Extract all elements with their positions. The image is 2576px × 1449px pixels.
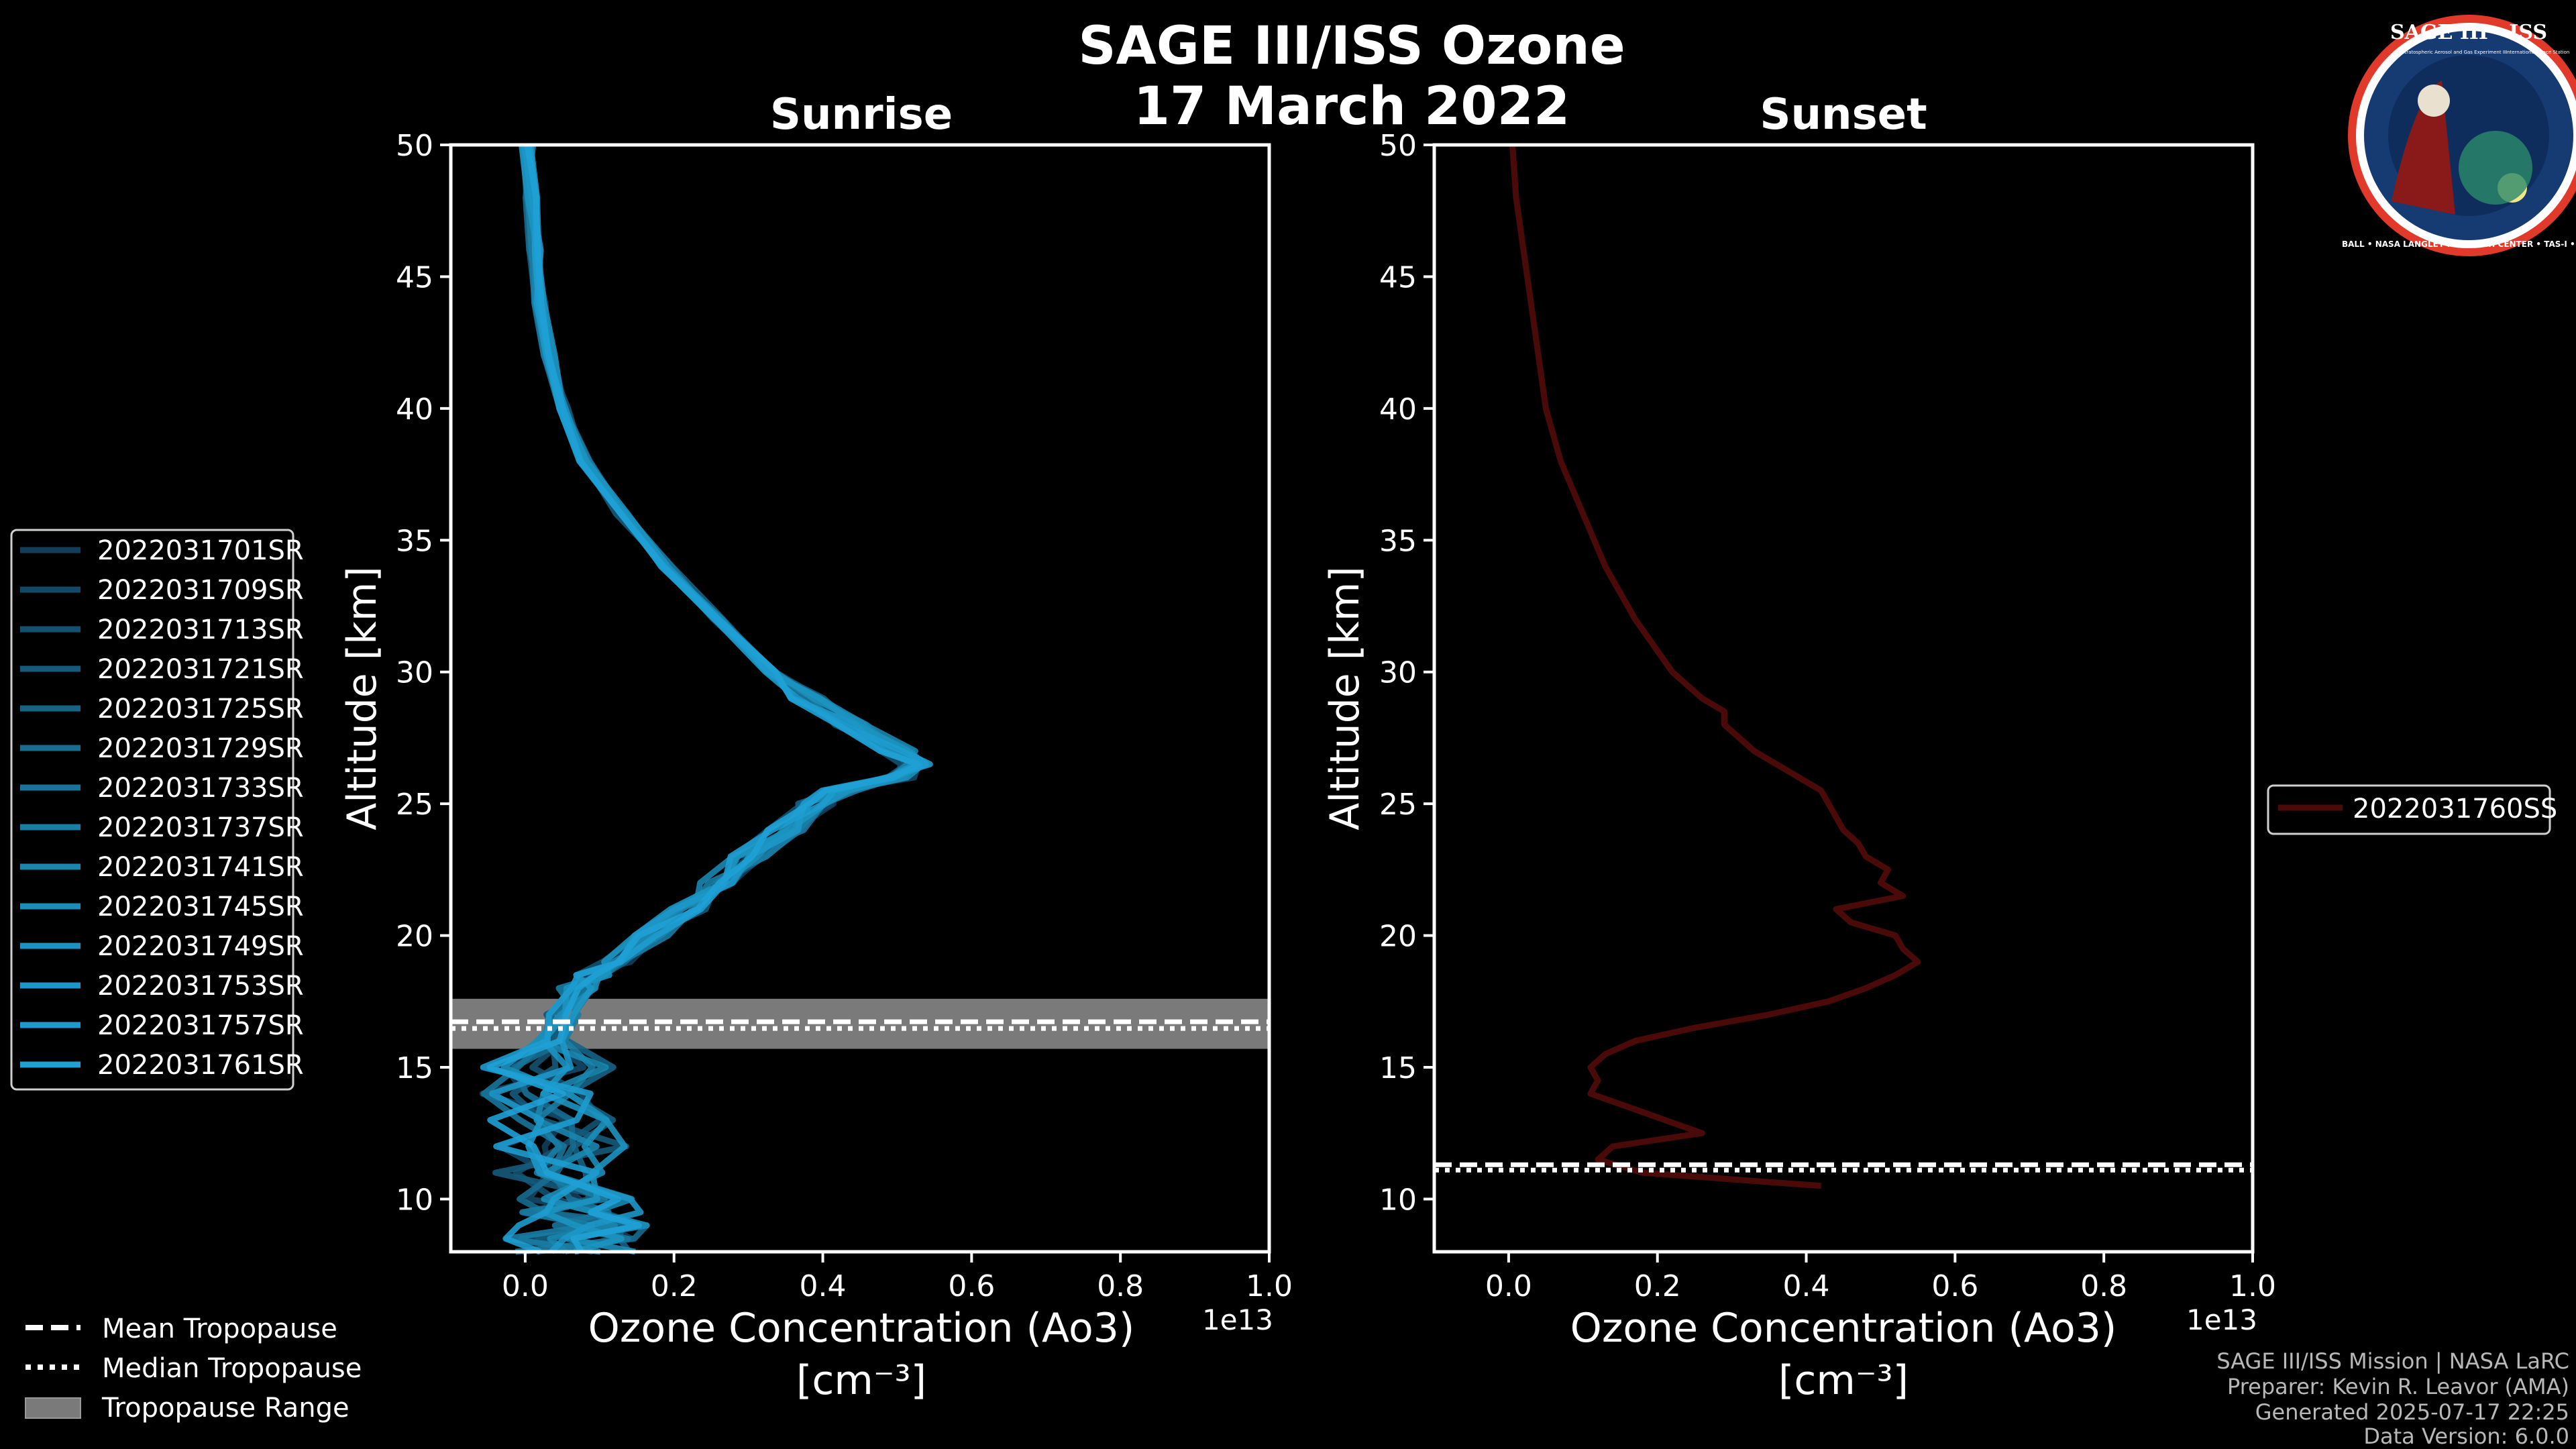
sunset-ylabel: Altitude [km] — [1322, 566, 1368, 830]
footer-line3: Generated 2025-07-17 22:25 — [2255, 1399, 2569, 1425]
sunrise-legend-label-2022031733SR: 2022031733SR — [97, 773, 304, 804]
sunrise-xlabel-units: [cm⁻³] — [796, 1357, 926, 1404]
sunrise-ylabel: Altitude [km] — [339, 566, 386, 830]
sunrise-legend-label-2022031749SR: 2022031749SR — [97, 931, 304, 962]
sunrise-offset-label: 1e13 — [1202, 1303, 1273, 1336]
sunset-legend-label: 2022031760SS — [2353, 794, 2557, 824]
tropopause-range-swatch — [25, 1397, 81, 1419]
sunrise-ytick-label: 40 — [396, 392, 433, 427]
sunset-legend-frame — [2267, 784, 2551, 835]
sunset-xtick-label: 0.0 — [1485, 1269, 1532, 1303]
sunrise-series-layer — [479, 144, 933, 1255]
sunrise-legend-label-2022031713SR: 2022031713SR — [97, 614, 304, 645]
sunrise-xtick-label: 0.8 — [1097, 1269, 1144, 1303]
sunset-offset-label: 1e13 — [2186, 1303, 2257, 1336]
logo-ring-text: BALL • NASA LANGLEY RESEARCH CENTER • TA… — [2342, 239, 2576, 249]
sunset-ytick-label: 20 — [1379, 920, 1417, 954]
sunset-xlabel-units: [cm⁻³] — [1778, 1357, 1909, 1404]
sunrise-legend-label-2022031729SR: 2022031729SR — [97, 733, 304, 764]
sunrise-legend-label-2022031721SR: 2022031721SR — [97, 654, 304, 685]
footer-line4: Data Version: 6.0.0 — [2363, 1424, 2569, 1449]
sunset-ytick-label: 30 — [1379, 656, 1417, 690]
sunrise-ytick-label: 20 — [396, 920, 433, 954]
sunrise-plot-area — [449, 143, 1271, 1254]
sunset-plot-area — [1432, 143, 2255, 1254]
sunrise-xtick-label: 0.2 — [651, 1269, 698, 1303]
logo-name: SAGE III · ISS — [2390, 21, 2547, 44]
sunrise-ytick-label: 10 — [396, 1183, 433, 1217]
logo-subtitle-right: International Space Station — [2506, 50, 2569, 55]
sunset-axes: 10 15 20 25 30 35 40 45 50 0.0 0.2 0.4 0.6 0.8 1.0 — [1379, 129, 2276, 1303]
sunrise-legend-frame — [10, 529, 294, 1091]
sunset-series-2022031760SS — [1509, 144, 1921, 1189]
sunset-ytick-label: 45 — [1379, 260, 1417, 294]
sunrise-ytick-label: 30 — [396, 656, 433, 690]
sunrise-xtick-label: 0.4 — [800, 1269, 847, 1303]
sunrise-legend-label-2022031757SR: 2022031757SR — [97, 1010, 304, 1041]
sunrise-xtick-label: 0.6 — [948, 1269, 995, 1303]
sunset-series-layer — [1509, 144, 1921, 1189]
sunset-ytick-label: 35 — [1379, 524, 1417, 558]
sunrise-axes: 10 15 20 25 30 35 40 45 50 0.0 0.2 0.4 0.6 0.8 1.0 — [396, 129, 1293, 1303]
sunrise-legend-label-2022031725SR: 2022031725SR — [97, 694, 304, 724]
sunset-legend: 2022031760SS — [2267, 784, 2557, 835]
sunrise-ytick-label: 45 — [396, 260, 433, 294]
sunset-ytick-label: 40 — [1379, 392, 1417, 427]
sunset-ytick-label: 15 — [1379, 1051, 1417, 1085]
median-tropopause-label: Median Tropopause — [102, 1353, 362, 1384]
sunset-tropopause-lines — [1434, 1162, 2253, 1173]
sunset-xtick-label: 0.4 — [1783, 1269, 1830, 1303]
footer-line1: SAGE III/ISS Mission | NASA LaRC — [2216, 1348, 2569, 1374]
sunrise-legend-label-2022031701SR: 2022031701SR — [97, 535, 304, 566]
sunrise-legend-label-2022031745SR: 2022031745SR — [97, 892, 304, 922]
sage-mission-logo: SAGE III · ISS Stratospheric Aerosol and… — [2342, 15, 2576, 256]
footer-line2: Preparer: Kevin R. Leavor (AMA) — [2227, 1374, 2569, 1399]
sunrise-legend-label-2022031761SR: 2022031761SR — [97, 1050, 304, 1081]
mean-tropopause-label: Mean Tropopause — [102, 1313, 337, 1344]
sunrise-legend-label-2022031709SR: 2022031709SR — [97, 575, 304, 606]
sunrise-series-2022031761SR — [486, 144, 922, 1254]
figure-title-line1: SAGE III/ISS Ozone — [1078, 16, 1625, 76]
sunset-ytick-label: 25 — [1379, 788, 1417, 822]
sunset-panel: 10 15 20 25 30 35 40 45 50 0.0 0.2 0.4 0.6 0.8 1.0 Ozo… — [1322, 129, 2276, 1404]
sunrise-ytick-label: 15 — [396, 1051, 433, 1085]
sunrise-tropopause-lines — [451, 1019, 1269, 1031]
sunset-xtick-label: 0.2 — [1634, 1269, 1681, 1303]
footer-credits: SAGE III/ISS Mission | NASA LaRC Prepare… — [2216, 1348, 2569, 1449]
sunrise-ytick-label: 25 — [396, 788, 433, 822]
sunrise-legend: 2022031701SR 2022031709SR 2022031713SR 2022… — [10, 529, 304, 1091]
sunrise-xtick-label: 0.0 — [502, 1269, 549, 1303]
logo-subtitle-left: Stratospheric Aerosol and Gas Experiment… — [2402, 50, 2507, 55]
tropopause-legend: Mean Tropopause Median Tropopause Tropop… — [25, 1313, 362, 1424]
sunrise-panel-title: Sunrise — [770, 90, 953, 140]
sunrise-xlabel: Ozone Concentration (Ao3) — [588, 1305, 1135, 1352]
figure-title-line2: 17 March 2022 — [1134, 76, 1570, 137]
sunset-xtick-label: 0.8 — [2080, 1269, 2127, 1303]
sunrise-xtick-label: 1.0 — [1246, 1269, 1293, 1303]
sunset-xtick-label: 1.0 — [2229, 1269, 2276, 1303]
sunrise-ytick-label: 35 — [396, 524, 433, 558]
sunset-panel-title: Sunset — [1760, 90, 1927, 140]
sunset-ytick-label: 50 — [1379, 129, 1417, 163]
sunrise-ytick-label: 50 — [396, 129, 433, 163]
tropopause-range-label: Tropopause Range — [101, 1393, 350, 1424]
sunset-ytick-label: 10 — [1379, 1183, 1417, 1217]
sunrise-legend-label-2022031753SR: 2022031753SR — [97, 971, 304, 1002]
sunrise-panel: 10 15 20 25 30 35 40 45 50 0.0 0.2 0.4 0.6 0.8 1.0 Ozo… — [339, 129, 1293, 1404]
sunset-xlabel: Ozone Concentration (Ao3) — [1570, 1305, 2117, 1352]
sunset-xtick-label: 0.6 — [1931, 1269, 1978, 1303]
sunrise-legend-label-2022031737SR: 2022031737SR — [97, 812, 304, 843]
sunrise-legend-label-2022031741SR: 2022031741SR — [97, 852, 304, 883]
